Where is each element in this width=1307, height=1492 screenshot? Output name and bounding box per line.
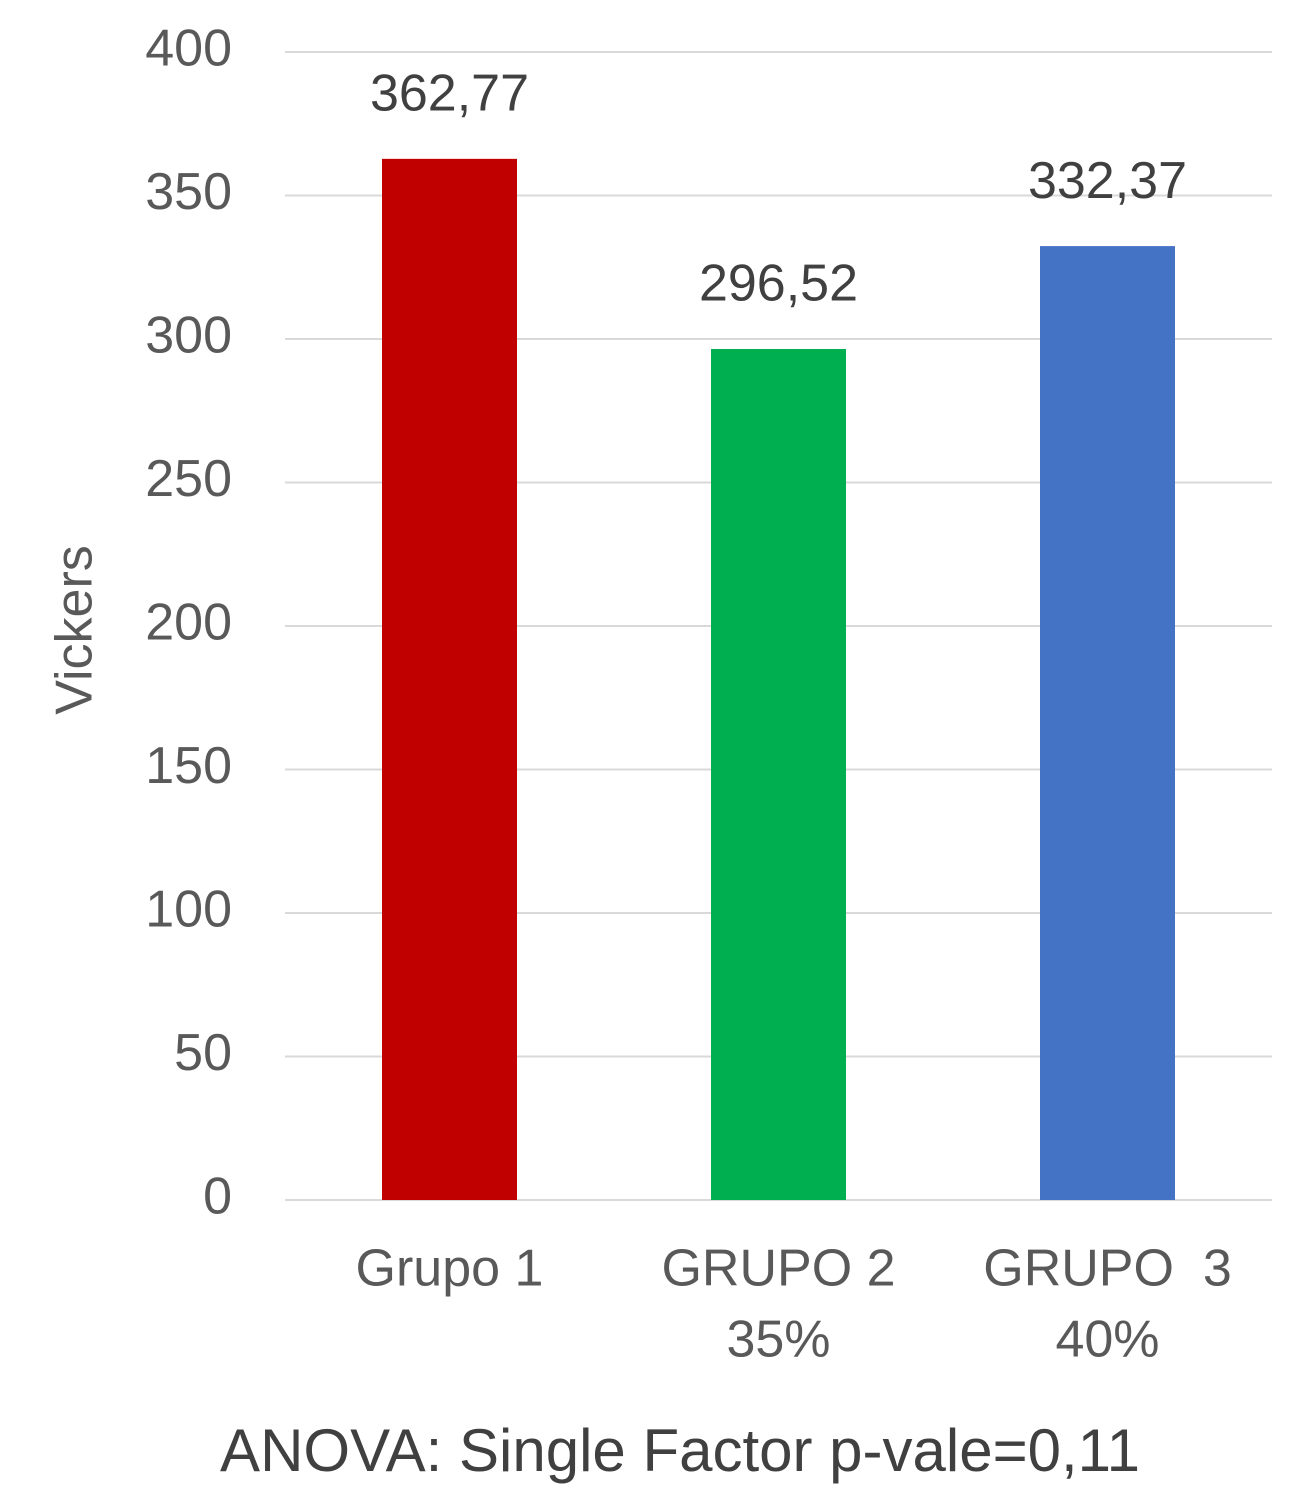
bar — [711, 348, 846, 1200]
bar — [382, 158, 517, 1200]
y-tick-label: 200 — [145, 594, 232, 652]
x-tick-label: 40% — [1055, 1311, 1159, 1369]
y-tick-label: 350 — [145, 163, 232, 221]
x-tick-label: GRUPO 2 — [661, 1240, 895, 1298]
y-tick-label: 150 — [145, 737, 232, 795]
y-tick-label: 100 — [145, 881, 232, 939]
bar — [1040, 246, 1175, 1201]
x-tick-label: 35% — [726, 1311, 830, 1369]
y-tick-label: 400 — [145, 20, 232, 78]
y-axis-label: Vickers — [46, 545, 104, 715]
y-tick-label: 0 — [203, 1168, 232, 1226]
x-tick-label: GRUPO 3 — [983, 1240, 1232, 1298]
y-tick-label: 250 — [145, 450, 232, 508]
y-tick-label: 50 — [174, 1024, 232, 1082]
x-tick-label: Grupo 1 — [356, 1240, 544, 1298]
annotation: ANOVA: Single Factor p-vale=0,11 — [220, 1417, 1140, 1484]
data-label: 362,77 — [370, 65, 529, 123]
data-label: 296,52 — [699, 255, 858, 313]
data-label: 332,37 — [1028, 152, 1187, 210]
y-tick-label: 300 — [145, 307, 232, 365]
